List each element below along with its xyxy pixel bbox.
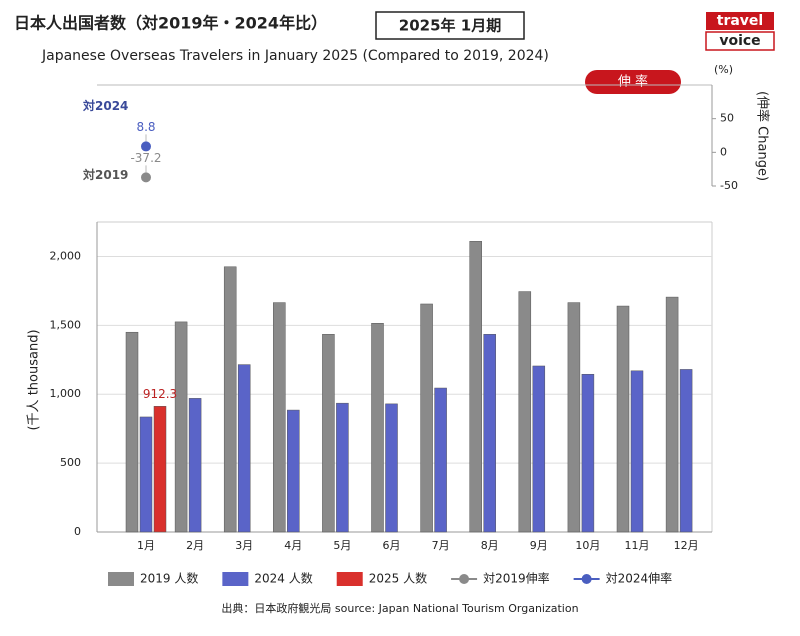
bar — [153, 406, 167, 533]
y-tick-label: 500 — [60, 456, 81, 469]
x-tick-label: 3月 — [235, 539, 253, 552]
logo-top: travel — [717, 13, 763, 29]
change-label: 8.8 — [136, 120, 155, 134]
x-tick-label: 7月 — [432, 539, 450, 552]
bar — [532, 365, 546, 533]
change-point — [141, 141, 151, 152]
bar — [322, 334, 335, 533]
bar — [125, 331, 139, 533]
bar — [679, 369, 693, 533]
y-tick-label: 0 — [74, 525, 81, 538]
bar — [174, 321, 188, 533]
x-tick-label: 8月 — [481, 539, 499, 552]
x-tick-label: 5月 — [333, 539, 351, 552]
bar — [237, 364, 251, 533]
bar — [567, 302, 581, 533]
subtitle: Japanese Overseas Travelers in January 2… — [41, 48, 549, 64]
y-tick-label: 1,000 — [50, 387, 82, 400]
source: 出典：日本政府観光局 source: Japan National Touris… — [221, 601, 578, 615]
change-button-label: 伸 率 — [618, 74, 648, 90]
legend-label: 2025 人数 — [369, 571, 427, 586]
legend-swatch — [108, 572, 134, 586]
bar — [223, 266, 237, 533]
y-axis-label: (千人 thousand) — [27, 329, 42, 430]
series-label: 対2024 — [82, 98, 128, 113]
x-tick-label: 4月 — [284, 539, 302, 552]
bar — [139, 416, 153, 533]
bar — [630, 370, 644, 533]
x-tick-label: 9月 — [530, 539, 548, 552]
bar — [188, 398, 202, 533]
legend-dot — [581, 574, 592, 584]
x-tick-label: 1月 — [137, 539, 155, 552]
legend-label: 2019 人数 — [140, 571, 198, 586]
legend-label: 対2019伸率 — [483, 571, 550, 586]
bar — [273, 302, 286, 533]
series-label: 対2019 — [82, 167, 128, 182]
change-label: -37.2 — [130, 151, 161, 165]
logo-bottom-box — [705, 31, 775, 51]
period-box — [375, 11, 525, 40]
logo-top-box — [706, 12, 774, 30]
top-y-label: (伸率 Change) — [755, 91, 771, 181]
legend-swatch — [336, 572, 363, 586]
bar — [518, 291, 532, 533]
y-tick-label: 2,000 — [50, 249, 82, 262]
bar — [665, 296, 679, 533]
x-tick-label: 2月 — [186, 539, 204, 552]
bar — [469, 241, 482, 533]
bar — [336, 402, 349, 533]
bar — [371, 323, 384, 533]
change-button — [585, 70, 681, 94]
title: 日本人出国者数（対2019年・2024年比） — [14, 14, 327, 33]
change-point — [141, 172, 151, 183]
x-tick-label: 10月 — [575, 539, 600, 552]
bar — [616, 305, 630, 533]
x-tick-label: 12月 — [674, 539, 699, 552]
y-tick-label: 1,500 — [50, 318, 82, 331]
legend-label: 対2024伸率 — [606, 571, 673, 586]
unit-label: (%) — [714, 63, 733, 76]
bar-value-label: 912.3 — [143, 387, 177, 401]
bar — [581, 373, 595, 533]
legend-swatch — [222, 572, 249, 586]
period: 2025年 1月期 — [399, 17, 501, 35]
x-tick-label: 6月 — [383, 539, 401, 552]
bar — [287, 409, 300, 533]
logo-bottom: voice — [719, 33, 760, 49]
bar — [420, 303, 433, 533]
bar — [385, 403, 398, 533]
bar — [483, 334, 496, 533]
top-tick-label: 0 — [720, 145, 727, 158]
x-tick-label: 11月 — [625, 539, 650, 552]
legend-dot — [459, 574, 470, 584]
legend-label: 2024 人数 — [254, 571, 312, 586]
top-tick-label: -50 — [720, 179, 738, 192]
top-tick-label: 50 — [720, 112, 734, 125]
bar — [434, 387, 447, 533]
